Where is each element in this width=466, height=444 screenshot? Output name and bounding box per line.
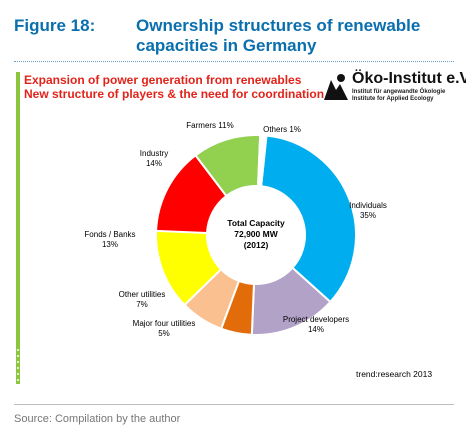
slice-label-industry: Industry 14% <box>140 149 168 168</box>
slice-label-project-developers: Project developers 14% <box>283 315 349 334</box>
logo-emblem-icon <box>324 74 348 100</box>
slide-heading-line-1: Expansion of power generation from renew… <box>24 73 302 87</box>
vertical-watermark <box>17 349 19 381</box>
center-label-line-3: (2012) <box>244 240 269 250</box>
slice-label-fonds-banks: Fonds / Banks 13% <box>84 230 135 249</box>
slide-heading-line-2: New structure of players & the need for … <box>24 87 325 101</box>
slice-label-major-four-utilities: Major four utilities 5% <box>133 319 196 338</box>
slice-label-individuals: Individuals 35% <box>349 201 387 220</box>
slice-label-farmers: Farmers 11% <box>186 121 233 130</box>
logo-subtitle-de: Institut für angewandte Ökologie <box>352 89 446 95</box>
title-divider <box>14 61 454 62</box>
slice-label-other-utilities: Other utilities 7% <box>119 290 166 309</box>
donut-slice-individuals <box>260 134 357 304</box>
source-divider <box>14 404 454 405</box>
donut-slice-others <box>257 132 268 186</box>
figure-title: Ownership structures of renewable capaci… <box>136 16 421 55</box>
logo-subtitle-en: Institute for Applied Ecology <box>352 96 434 102</box>
oeko-institut-logo: Öko-Institut e.V. Institut für angewandt… <box>322 70 466 104</box>
source-note: Source: Compilation by the author <box>14 413 181 425</box>
slice-label-others: Others 1% <box>263 125 301 134</box>
center-label-line-1: Total Capacity <box>227 218 285 228</box>
chart-credit: trend:research 2013 <box>356 369 433 379</box>
accent-bar <box>16 72 20 384</box>
figure-label: Figure 18: <box>14 16 96 35</box>
center-label-line-2: 72,900 MW <box>234 229 278 239</box>
logo-name: Öko-Institut e.V. <box>352 70 466 87</box>
